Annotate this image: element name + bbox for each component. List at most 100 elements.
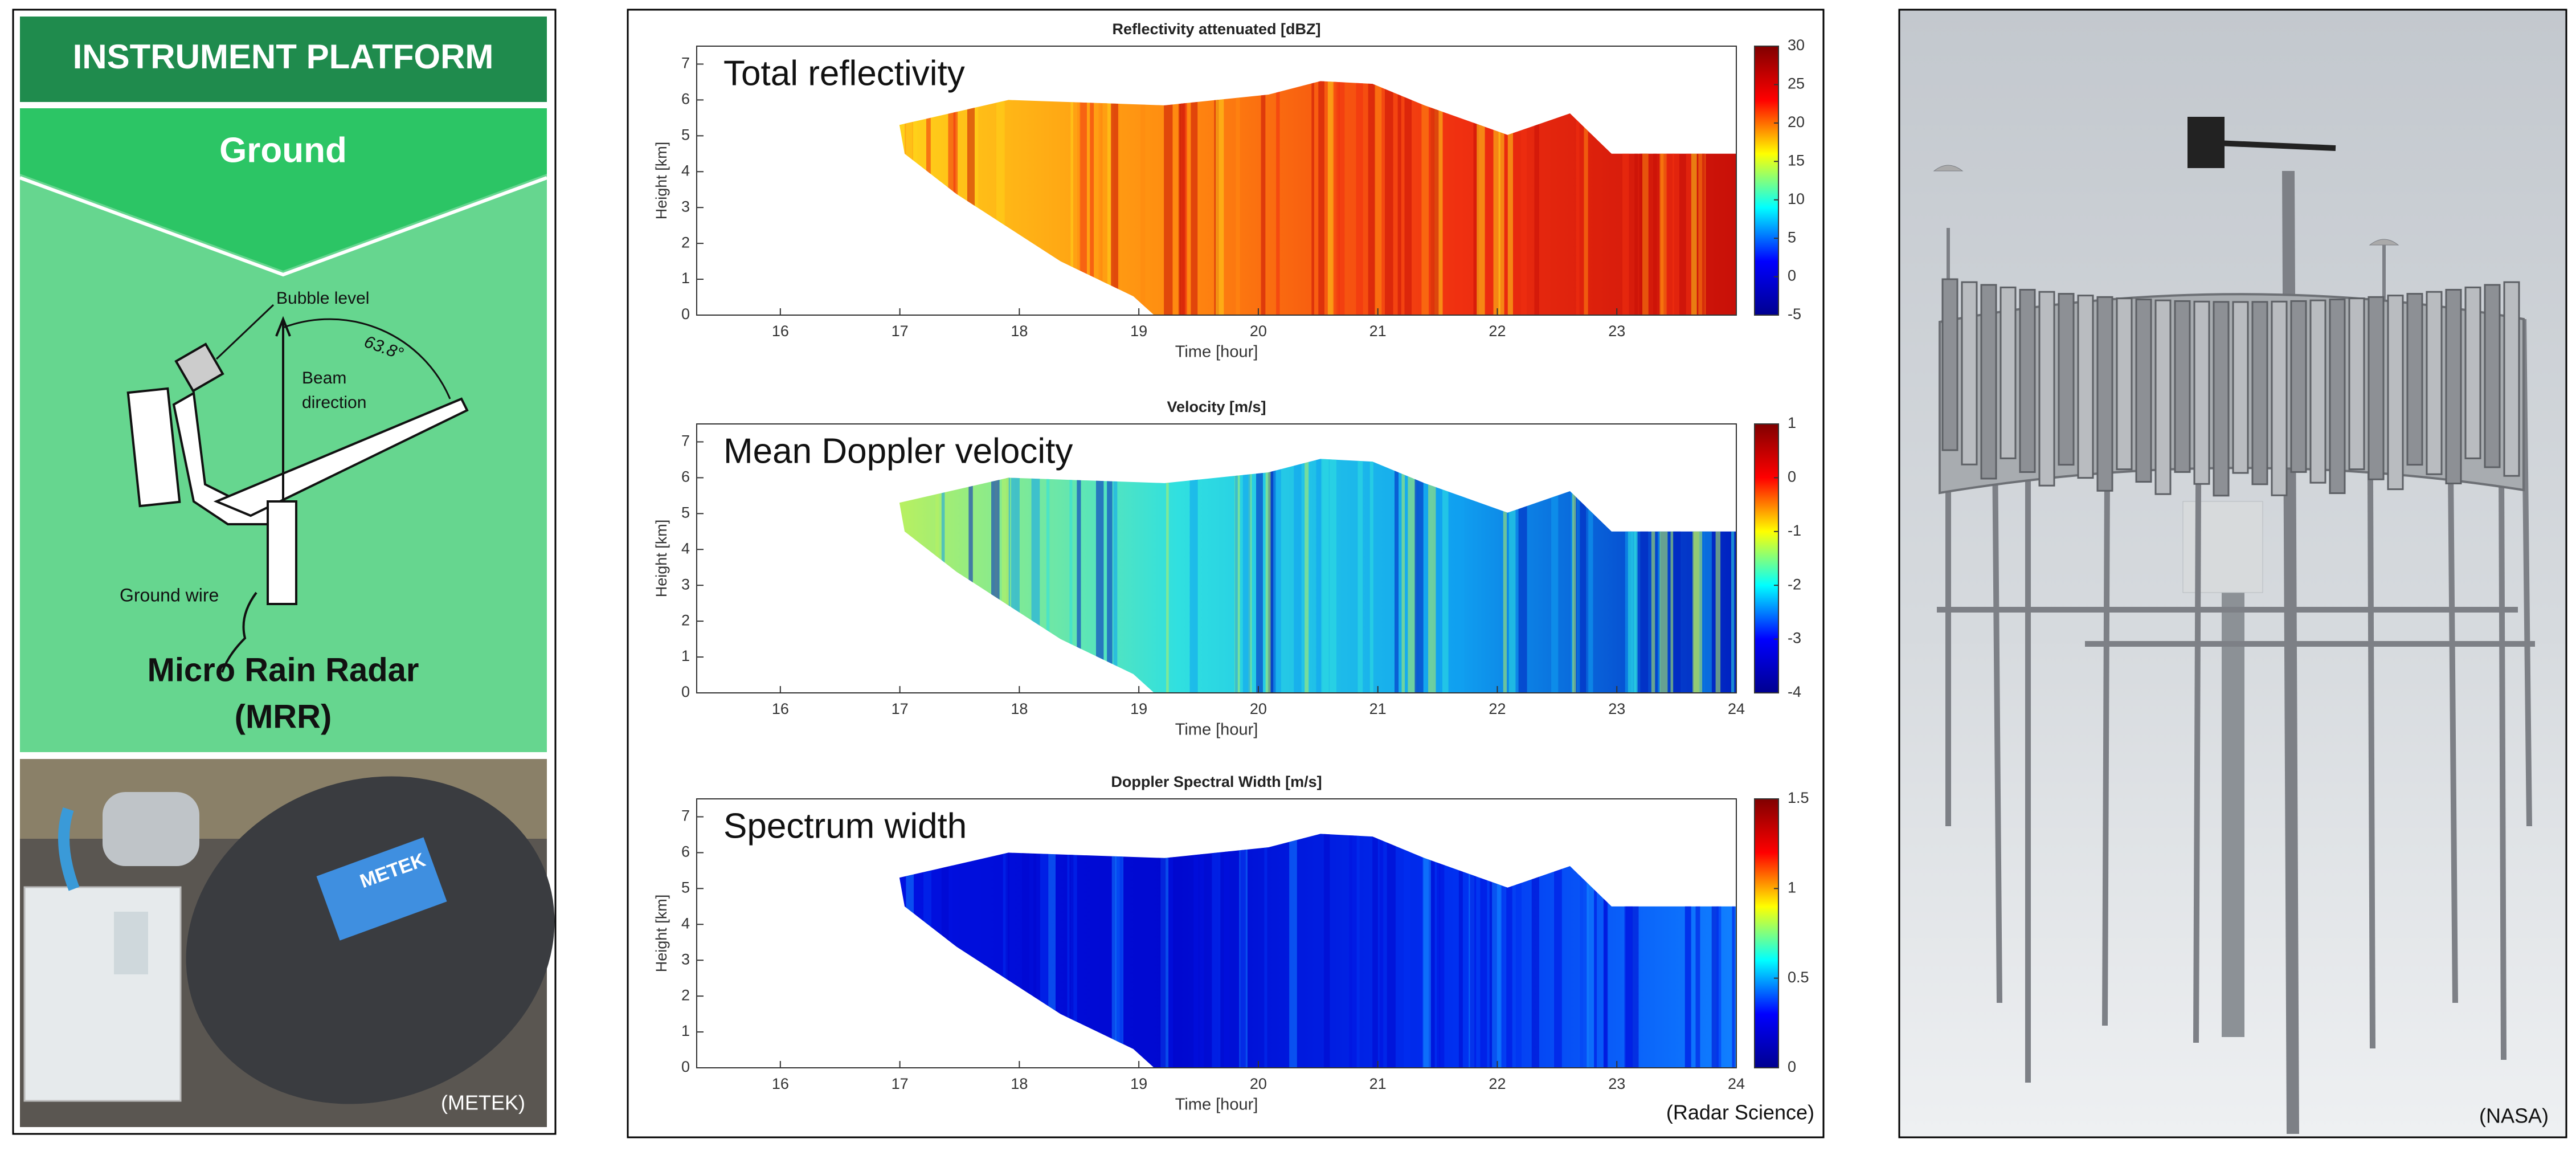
x-tick-label: 23: [1608, 1075, 1625, 1092]
colorbar: [1754, 798, 1779, 1068]
x-tick-label: 17: [892, 700, 909, 717]
chart-title: Velocity [m/s]: [1167, 398, 1266, 415]
banner-label: Ground: [219, 130, 347, 170]
y-tick-label: 3: [681, 576, 690, 593]
y-tick-label: 2: [681, 986, 690, 1003]
annotation: Total reflectivity: [723, 54, 965, 93]
y-tick-label: 4: [681, 162, 690, 179]
colorbar-tick-label: -2: [1788, 576, 1801, 593]
photo-credit: (METEK): [441, 1091, 525, 1115]
x-tick-label: 22: [1489, 700, 1506, 717]
x-tick-label: 22: [1489, 1075, 1506, 1092]
x-tick-label: 20: [1250, 1075, 1267, 1092]
y-tick-label: 3: [681, 950, 690, 968]
right-panel: (NASA): [1898, 9, 2567, 1138]
y-tick-label: 4: [681, 540, 690, 557]
left-panel: INSTRUMENT PLATFORM Ground Bubble level …: [12, 9, 557, 1135]
colorbar: [1754, 423, 1779, 693]
y-tick-label: 7: [681, 55, 690, 72]
x-tick-label: 17: [892, 323, 909, 340]
x-tick-label: 17: [892, 1075, 909, 1092]
y-axis-label: Height [km]: [653, 142, 670, 220]
colorbar-tick-label: 15: [1788, 152, 1805, 169]
y-tick-label: 0: [681, 305, 690, 323]
x-tick-label: 18: [1011, 1075, 1028, 1092]
colorbar-tick-label: 0.5: [1788, 969, 1809, 986]
station-structure: [1933, 117, 2535, 1134]
colorbar-tick-label: 0: [1788, 267, 1796, 284]
colorbar-tick-label: 30: [1788, 36, 1805, 54]
annotation: Spectrum width: [723, 806, 967, 846]
y-tick-label: 5: [681, 879, 690, 896]
chart-title: Doppler Spectral Width [m/s]: [1111, 773, 1322, 790]
colorbar-tick-label: -4: [1788, 683, 1801, 700]
colorbar-tick-label: 0: [1788, 468, 1796, 485]
y-tick-label: 7: [681, 432, 690, 450]
x-tick-label: 24: [1728, 1075, 1745, 1092]
x-tick-label: 16: [772, 323, 789, 340]
colorbar-tick-label: -3: [1788, 630, 1801, 647]
y-axis-label: Height [km]: [653, 520, 670, 598]
x-axis-label: Time [hour]: [1175, 721, 1258, 739]
center-panel: (Radar Science) Reflectivity attenuated …: [627, 9, 1825, 1138]
x-tick-label: 16: [772, 700, 789, 717]
x-tick-label: 20: [1250, 323, 1267, 340]
diagram-label: Bubble level: [276, 289, 369, 308]
plot-frame: [696, 798, 1737, 1068]
header: INSTRUMENT PLATFORM: [73, 38, 494, 76]
x-tick-label: 21: [1369, 1075, 1387, 1092]
y-tick-label: 1: [681, 647, 690, 664]
diagram-label: Ground wire: [120, 585, 219, 605]
y-tick-label: 5: [681, 126, 690, 143]
colorbar-tick-label: 0: [1788, 1058, 1796, 1075]
annotation: Mean Doppler velocity: [723, 431, 1073, 471]
y-tick-label: 1: [681, 1022, 690, 1039]
colorbar-tick-label: 1: [1788, 414, 1796, 431]
colorbar-tick-label: 20: [1788, 113, 1805, 130]
x-tick-label: 23: [1608, 700, 1625, 717]
x-tick-label: 19: [1130, 323, 1147, 340]
colorbar-tick-label: -1: [1788, 522, 1801, 539]
plot-frame: [696, 423, 1737, 693]
y-tick-label: 2: [681, 234, 690, 251]
x-tick-label: 21: [1369, 700, 1387, 717]
y-tick-label: 5: [681, 504, 690, 521]
diagram-label: Beam: [302, 369, 346, 387]
radar-photo: METEK (METEK): [20, 759, 555, 1127]
y-tick-label: 1: [681, 270, 690, 287]
y-tick-label: 3: [681, 198, 690, 215]
x-tick-label: 20: [1250, 700, 1267, 717]
colorbar-tick-label: 5: [1788, 228, 1796, 246]
x-tick-label: 18: [1011, 323, 1028, 340]
x-tick-label: 23: [1608, 323, 1625, 340]
colorbar-tick-label: -5: [1788, 305, 1801, 323]
field-area: [899, 834, 1736, 1068]
colorbar: [1754, 46, 1779, 316]
credit: (Radar Science): [1666, 1101, 1814, 1124]
colorbar-tick-label: 25: [1788, 75, 1805, 92]
x-axis-label: Time [hour]: [1175, 343, 1258, 361]
x-tick-label: 19: [1130, 700, 1147, 717]
y-tick-label: 7: [681, 807, 690, 825]
x-tick-label: 24: [1728, 700, 1745, 717]
plot-frame: [696, 46, 1737, 316]
x-tick-label: 19: [1130, 1075, 1147, 1092]
banner-edge: [19, 176, 548, 277]
y-tick-label: 0: [681, 1058, 690, 1075]
y-tick-label: 6: [681, 468, 690, 485]
x-axis-label: Time [hour]: [1175, 1096, 1258, 1114]
instrument-name: (MRR): [235, 698, 332, 735]
diagram-label: direction: [302, 393, 366, 412]
instrument-name: Micro Rain Radar: [148, 651, 419, 688]
y-tick-label: 6: [681, 91, 690, 108]
radar-diagram: [126, 304, 469, 673]
y-tick-label: 2: [681, 611, 690, 628]
banner: [20, 108, 547, 271]
header-box: [20, 17, 547, 102]
x-tick-label: 18: [1011, 700, 1028, 717]
photo-credit: (NASA): [2479, 1104, 2549, 1128]
colorbar-tick-label: 1.5: [1788, 789, 1809, 806]
y-tick-label: 6: [681, 843, 690, 860]
colorbar-tick-label: 10: [1788, 190, 1805, 207]
